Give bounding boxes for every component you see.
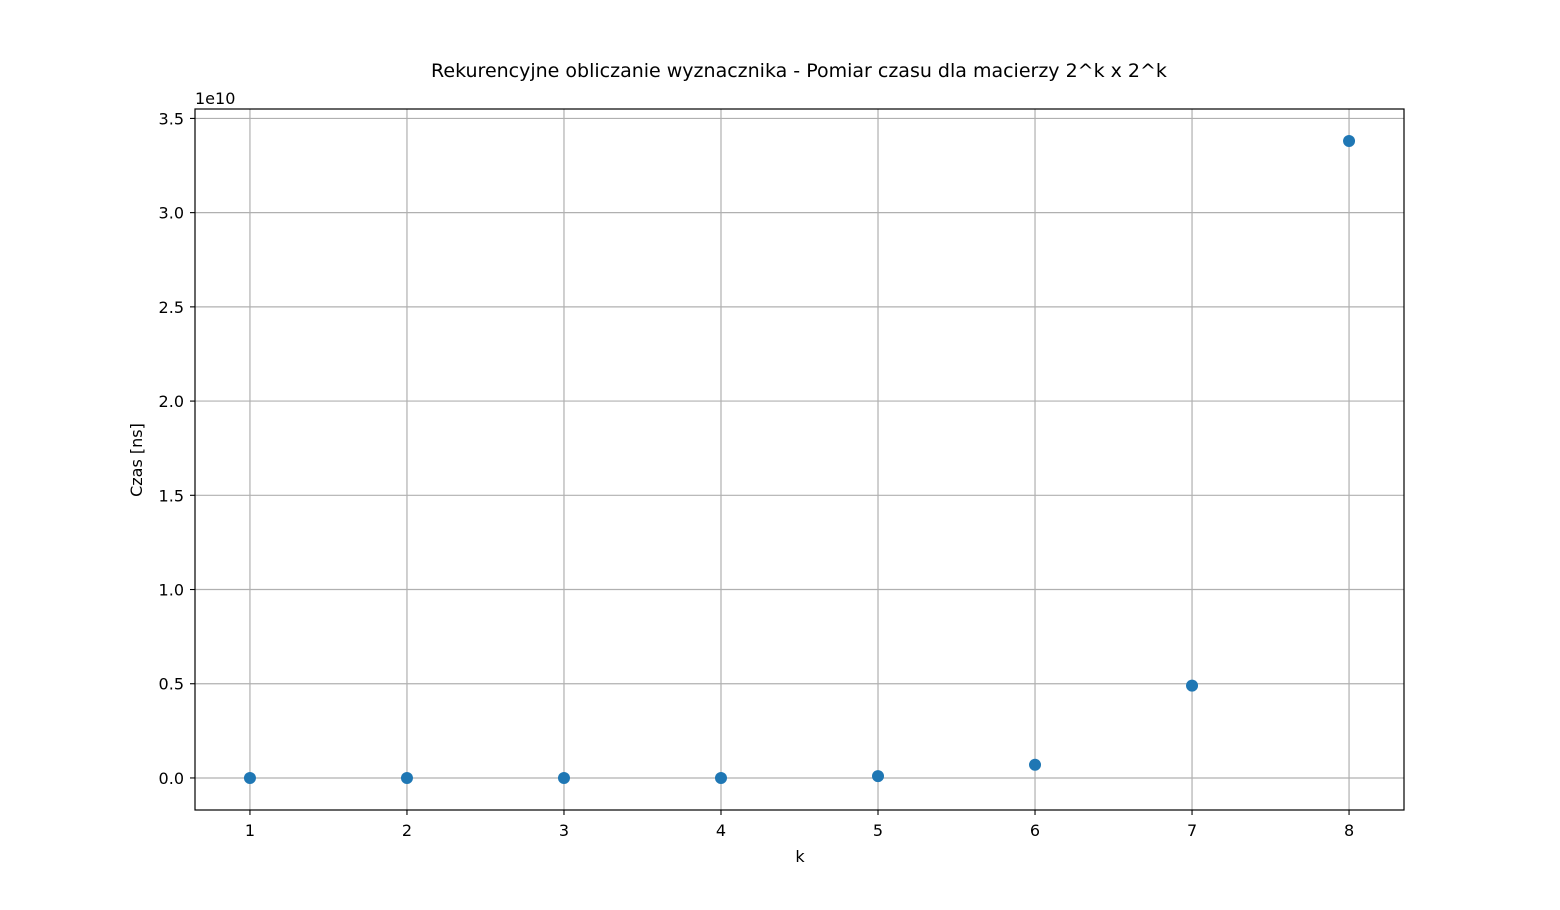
x-tick-label: 2 [402,821,412,840]
plot-frame [194,108,1405,811]
data-point [243,771,256,784]
x-tick-label: 3 [559,821,569,840]
y-tick-label: 0.0 [159,769,184,788]
y-tick-label: 3.5 [159,109,184,128]
data-point [400,771,413,784]
data-points [243,135,1356,784]
data-point [1186,679,1199,692]
x-tick-label: 8 [1344,821,1354,840]
axis-ticks: 1 2 3 4 5 6 7 8 0.0 0.5 1.0 1.5 2.0 2.5 3.0 3.5 [159,109,1355,840]
data-point [872,770,885,783]
y-tick-label: 0.5 [159,675,184,694]
x-axis-label: k [795,847,805,866]
x-tick-label: 5 [873,821,883,840]
y-tick-label: 2.5 [159,298,184,317]
data-point [1343,135,1356,148]
y-axis-offset-label: 1e10 [195,89,235,108]
y-tick-label: 2.0 [159,392,184,411]
y-tick-label: 3.0 [159,204,184,223]
data-point [557,771,570,784]
x-tick-label: 6 [1030,821,1040,840]
data-point [1029,758,1042,771]
x-tick-label: 1 [245,821,255,840]
y-axis-label: Czas [ns] [127,423,146,497]
y-tick-label: 1.0 [159,581,184,600]
chart-title: Rekurencyjne obliczanie wyznacznika - Po… [431,60,1167,82]
data-point [714,771,727,784]
x-tick-label: 4 [716,821,726,840]
y-tick-label: 1.5 [159,486,184,505]
grid [195,109,1404,810]
x-tick-label: 7 [1187,821,1197,840]
